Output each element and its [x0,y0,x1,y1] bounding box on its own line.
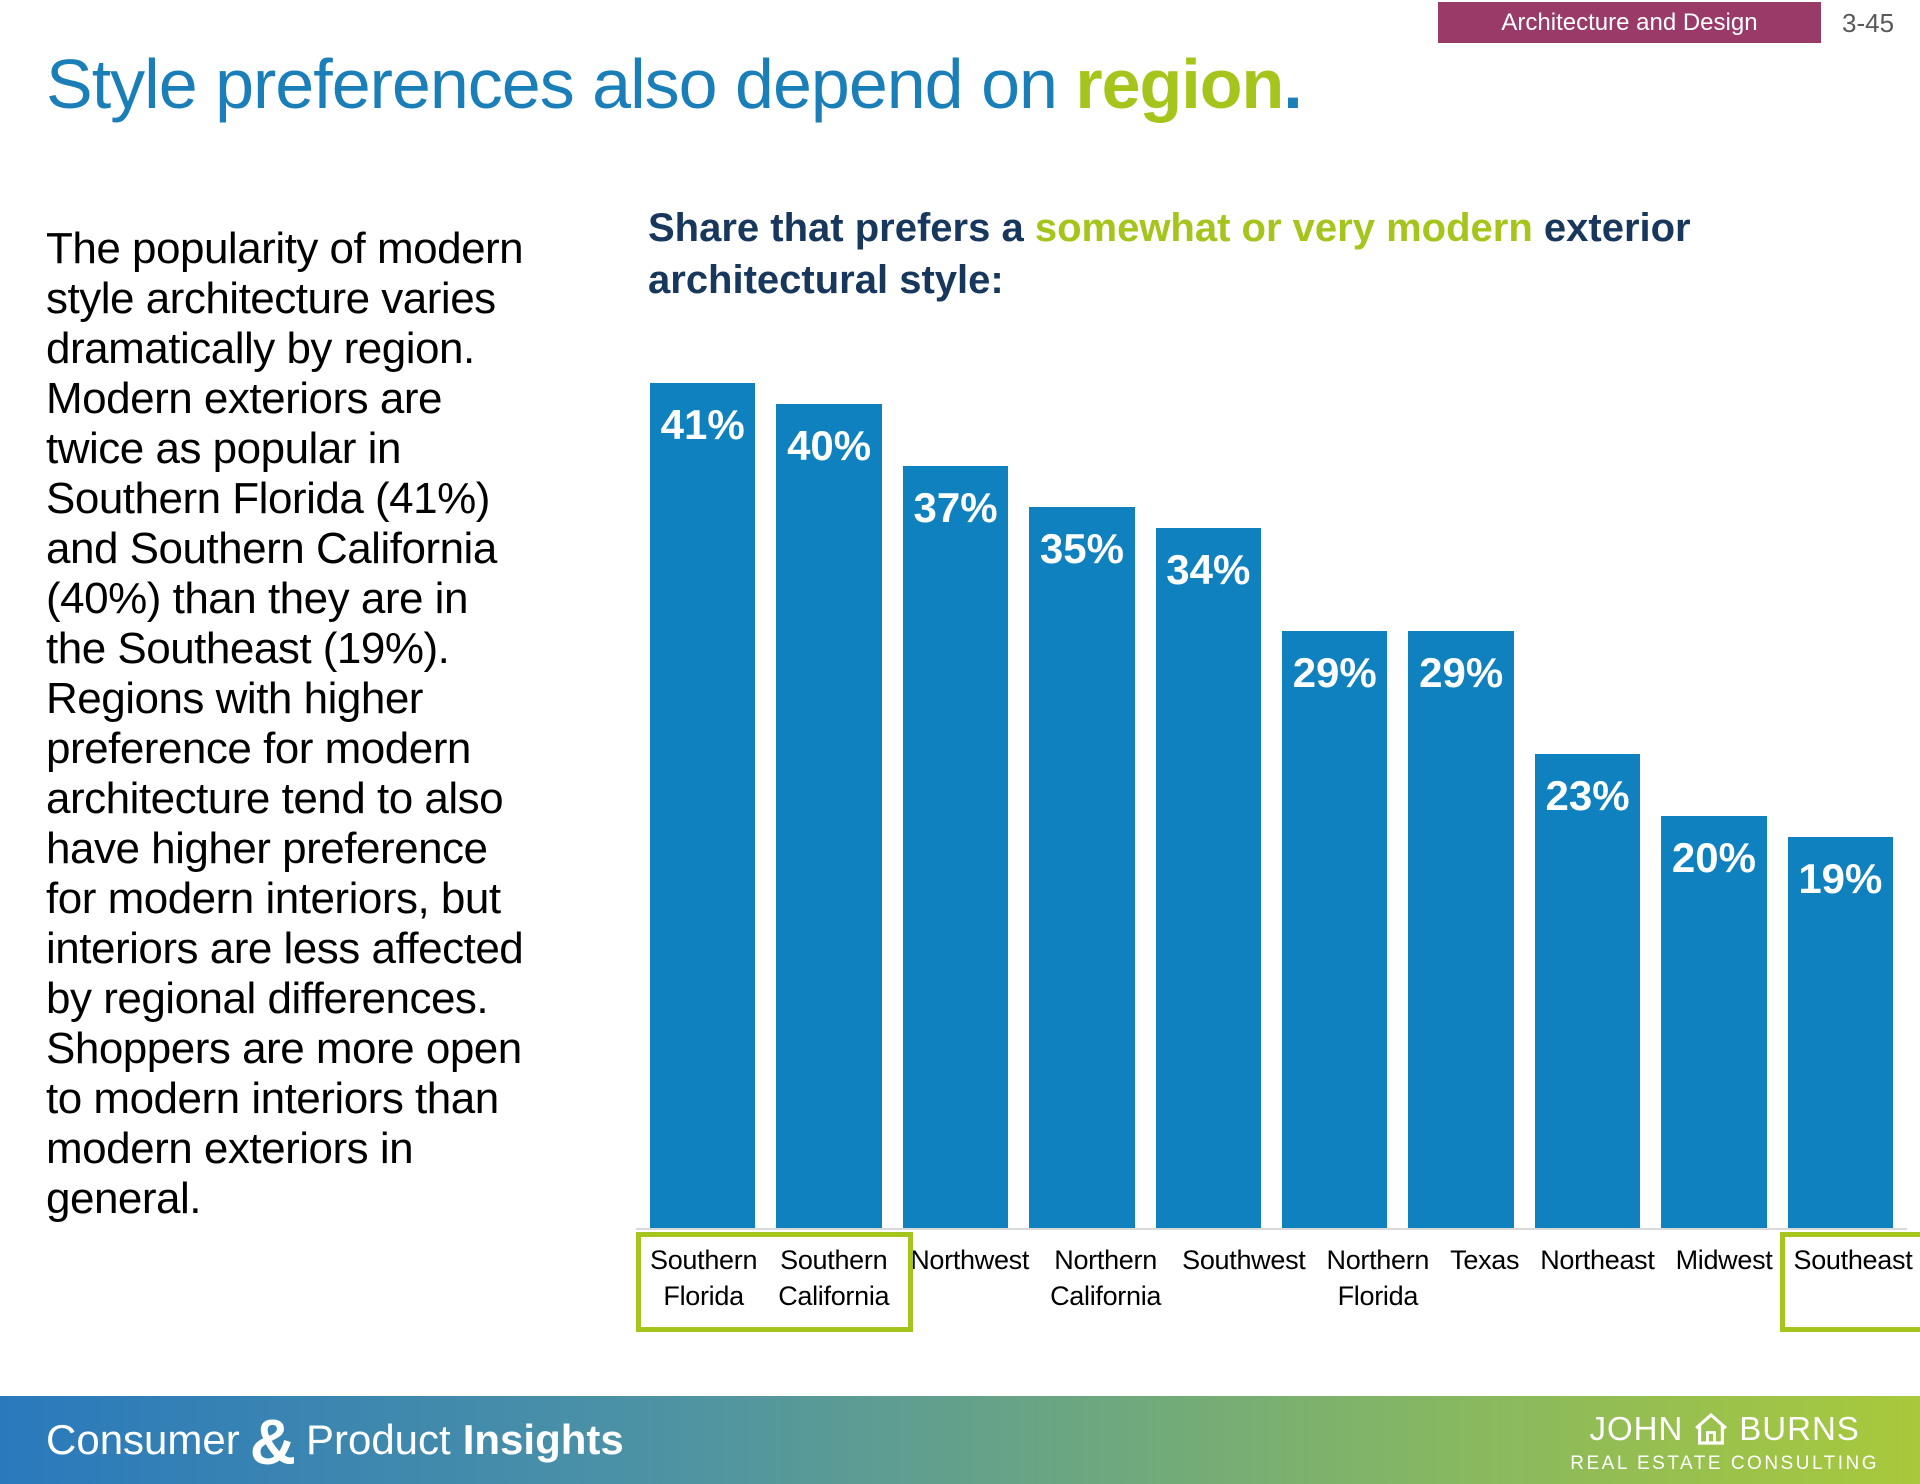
bar-value-label: 40% [787,422,872,469]
x-axis-labels: Southern Florida Southern California North… [650,1242,1913,1314]
brand-word-product: Product [305,1416,451,1463]
bar-value-label: 34% [1166,546,1251,593]
x-axis-label: Southern Florida [650,1245,758,1311]
bar-chart: 41% 40% 37% 35% 34% 29% 29% 23% 20% 19% Southern … [636,301,1920,1361]
x-axis-label: Southern California [778,1245,890,1311]
bar-northwest: 37% [902,466,1009,1228]
bar-column: 37% [902,466,1009,1228]
slide-title: Style preferences also depend on region. [46,44,1303,124]
chart-heading-prefix: Share that prefers a [648,206,1035,250]
brand-ampersand: & [249,1406,296,1478]
x-axis-label: Southeast [1793,1245,1913,1275]
category-highlight-box [1780,1232,1920,1332]
bar-texas: 29% [1408,631,1514,1228]
consumer-product-insights-brand: Consumer & Product Insights [46,1396,624,1484]
bar-southern-florida: 41% [650,383,756,1228]
brand-word-consumer: Consumer [46,1416,240,1463]
x-axis-label-cell: Northwest [910,1242,1029,1278]
x-axis-label-cell: Southwest [1182,1242,1306,1278]
bar-value-label: 23% [1545,772,1630,819]
title-period: . [1283,45,1302,123]
bar-southern-california: 40% [776,404,882,1228]
x-axis-label: Midwest [1675,1245,1773,1275]
x-axis-label-cell: Southern Florida [650,1242,757,1314]
x-axis-label: Northern Florida [1326,1245,1430,1311]
chart-bars: 41% 40% 37% 35% 34% 29% 29% 23% 20% 19% [650,301,1894,1228]
bar-northeast: 23% [1534,754,1641,1228]
house-icon [1690,1408,1732,1450]
section-badge: Architecture and Design [1438,2,1821,43]
chart-heading-suffix: exterior architectural style: [648,206,1691,302]
bar-value-label: 29% [1292,649,1377,696]
bar-value-label: 20% [1671,834,1756,881]
x-axis-label: Northeast [1540,1245,1655,1275]
bar-value-label: 37% [913,484,998,531]
brand-word-insights: Insights [462,1416,624,1463]
bar-value-label: 41% [660,401,745,448]
x-axis-label-cell: Southeast [1794,1242,1913,1278]
bar-value-label: 35% [1039,525,1124,572]
bar-northern-florida: 29% [1282,631,1388,1228]
bar-southwest: 34% [1155,528,1262,1228]
x-axis-label-cell: Northern California [1050,1242,1161,1314]
x-axis-label: Northern California [1050,1245,1162,1311]
bar-column: 41% [650,383,756,1228]
chart-heading: Share that prefers a somewhat or very mo… [648,202,1748,306]
bar-southeast: 19% [1787,837,1894,1228]
x-axis-label: Northwest [910,1245,1030,1275]
x-axis-label-cell: Midwest [1676,1242,1773,1278]
bar-column: 29% [1282,631,1388,1228]
title-highlight: region [1075,45,1284,123]
bar-value-label: 29% [1419,649,1504,696]
bar-value-label: 19% [1798,855,1883,902]
x-axis-label-cell: Southern California [778,1242,889,1314]
logo-john: JOHN [1589,1410,1684,1447]
logo-burns: BURNS [1739,1410,1860,1447]
bar-column: 35% [1029,507,1135,1228]
x-axis-line [636,1228,1907,1230]
x-axis-label-cell: Northern Florida [1327,1242,1430,1314]
bar-northern-california: 35% [1029,507,1135,1228]
body-paragraph: The popularity of modern style architect… [46,224,524,1223]
x-axis-label: Texas [1450,1245,1520,1275]
x-axis-label-cell: Northeast [1540,1242,1655,1278]
logo-tagline: REAL ESTATE CONSULTING [1570,1453,1879,1474]
john-burns-logo: JOHN BURNS REAL ESTATE CONSULTING [1570,1408,1879,1475]
bar-column: 20% [1661,816,1767,1228]
bar-column: 19% [1787,837,1894,1228]
category-highlight-box [636,1232,913,1332]
chart-heading-highlight: somewhat or very modern [1034,206,1533,250]
bar-midwest: 20% [1661,816,1767,1228]
x-axis-label-cell: Texas [1450,1242,1519,1278]
x-axis-label: Southwest [1182,1245,1306,1275]
bar-column: 23% [1534,754,1641,1228]
bar-column: 34% [1155,528,1262,1228]
footer-bar: Consumer & Product Insights JOHN BURNS R… [0,1396,1920,1484]
bar-column: 29% [1408,631,1514,1228]
title-prefix: Style preferences also depend on [46,45,1076,123]
page-number: 3-45 [1842,8,1895,38]
bar-column: 40% [776,404,882,1228]
